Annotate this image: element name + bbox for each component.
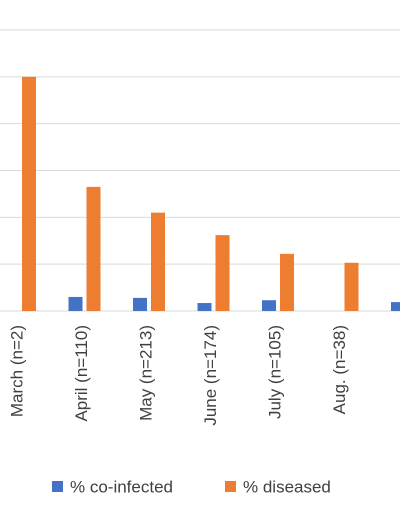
bar: [344, 262, 359, 311]
x-tick-label: Aug. (n=38): [330, 325, 349, 414]
x-tick-label: July (n=105): [265, 325, 284, 419]
x-tick-label: May (n=213): [136, 325, 155, 421]
bar: [133, 297, 147, 311]
x-tick-label: June (n=174): [201, 325, 220, 426]
bar: [151, 212, 165, 311]
bar: [215, 235, 230, 311]
bar: [391, 302, 400, 311]
bar: [262, 300, 276, 311]
bar: [68, 296, 83, 311]
legend-swatch: [225, 481, 236, 492]
legend-swatch: [52, 481, 63, 492]
bar: [280, 253, 294, 311]
legend-label: % diseased: [243, 477, 331, 496]
x-tick-label: April (n=110): [72, 325, 91, 422]
bar: [22, 76, 36, 311]
x-tick-label: March (n=2): [7, 325, 26, 417]
bar: [86, 186, 101, 311]
legend-label: % co-infected: [70, 477, 173, 496]
bar: [197, 303, 212, 311]
